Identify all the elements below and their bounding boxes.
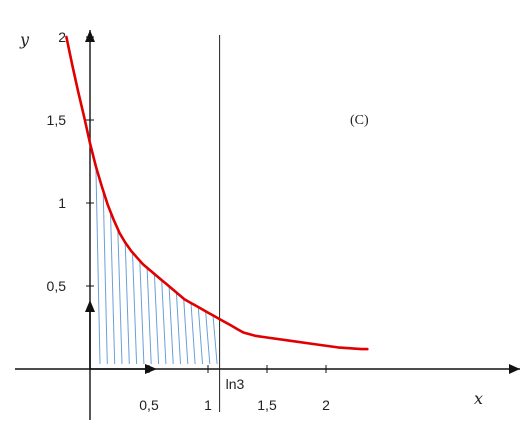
x-ticks: 0,5 1 1,5 2 <box>139 365 330 413</box>
hatch-line <box>175 292 181 365</box>
y-axis-arrow <box>85 30 95 42</box>
x-axis-label: x <box>474 389 483 408</box>
y-tick-label: 1,5 <box>47 112 67 128</box>
y-axis-label: y <box>19 30 30 49</box>
y-tick-label: 1 <box>58 195 66 211</box>
y-ticks: 0,5 1 1,5 2 <box>47 29 94 294</box>
hatch-line <box>110 211 116 365</box>
vertical-line-label: ln3 <box>226 376 245 392</box>
x-tick-label: 1 <box>204 397 212 413</box>
x-tick-label: 2 <box>322 397 330 413</box>
x-tick-label: 0,5 <box>139 397 159 413</box>
hatch-line <box>153 273 160 365</box>
unit-vector-i-arrow <box>145 364 157 374</box>
hatch-line <box>95 166 101 365</box>
curve-label: (C) <box>350 113 369 128</box>
hatch-line <box>124 242 130 365</box>
x-axis-arrow <box>509 364 520 374</box>
hatch-line <box>205 311 211 365</box>
curve-c <box>65 35 369 351</box>
hatch-line <box>161 280 167 365</box>
y-tick-label: 0,5 <box>47 278 67 294</box>
hatch-line <box>132 252 138 365</box>
hatch-line <box>183 298 189 365</box>
hatch-line <box>117 229 123 365</box>
hatch-line <box>212 315 218 365</box>
hatch-line <box>139 260 145 365</box>
hatch-line <box>146 267 152 365</box>
hatch-line <box>190 302 196 365</box>
y-tick-label: 2 <box>58 29 66 45</box>
hatch-line <box>197 307 203 365</box>
hatch-group <box>95 166 218 365</box>
hatch-line <box>168 286 174 365</box>
unit-vector-j-arrow <box>85 300 95 312</box>
x-tick-label: 1,5 <box>257 397 277 413</box>
hatch-line <box>102 190 108 365</box>
